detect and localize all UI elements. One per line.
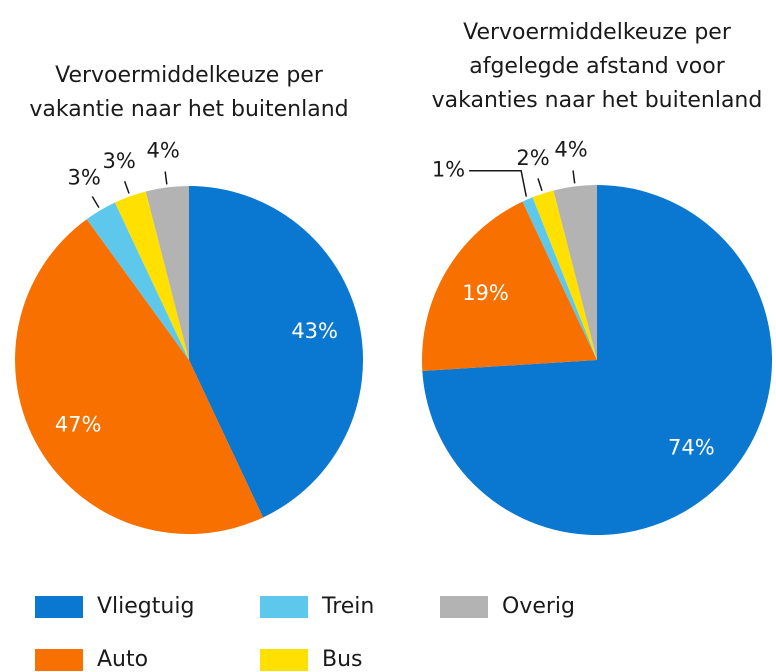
- legend-label: Auto: [97, 647, 148, 672]
- pie-slice: [553, 185, 597, 360]
- leader-line: [164, 171, 168, 185]
- legend-label: Trein: [321, 594, 374, 619]
- leader-line: [469, 169, 528, 197]
- chart-title: vakanties naar het buitenland: [432, 88, 763, 113]
- data-label: 43%: [291, 319, 338, 343]
- data-label: 47%: [55, 413, 102, 437]
- data-label: 3%: [67, 166, 100, 190]
- pie-slice: [532, 190, 597, 360]
- leader-line: [123, 180, 130, 194]
- legend-swatch: [440, 596, 488, 618]
- pie-slice: [15, 219, 264, 534]
- chart-title: Vervoermiddelkeuze per: [55, 63, 324, 88]
- legend-swatch: [35, 649, 83, 671]
- data-label: 19%: [462, 281, 509, 305]
- legend-swatch: [260, 596, 308, 618]
- leader-line: [537, 178, 543, 191]
- data-label: 4%: [147, 139, 180, 163]
- pie-slice: [189, 186, 363, 518]
- pie-slice: [522, 197, 597, 360]
- leader-line: [572, 170, 576, 184]
- pie-slice: [114, 191, 189, 360]
- data-label: 3%: [103, 149, 136, 173]
- legend-label: Overig: [502, 594, 575, 619]
- pie-slice: [422, 185, 772, 535]
- legend-swatch: [260, 649, 308, 671]
- chart-title: vakantie naar het buitenland: [29, 97, 348, 122]
- data-label: 2%: [516, 146, 549, 170]
- data-label: 4%: [554, 138, 587, 162]
- data-label: 74%: [668, 436, 715, 460]
- pie-slice: [86, 202, 189, 360]
- pie-slice: [145, 186, 189, 360]
- chart-title: afgelegde afstand voor: [469, 54, 725, 79]
- leader-line: [91, 196, 100, 209]
- legend-label: Bus: [322, 647, 363, 672]
- chart-title: Vervoermiddelkeuze per: [463, 20, 732, 45]
- legend-label: Vliegtuig: [97, 594, 194, 619]
- data-label: 1%: [432, 158, 465, 182]
- legend-swatch: [35, 596, 83, 618]
- pie-slice: [422, 201, 597, 371]
